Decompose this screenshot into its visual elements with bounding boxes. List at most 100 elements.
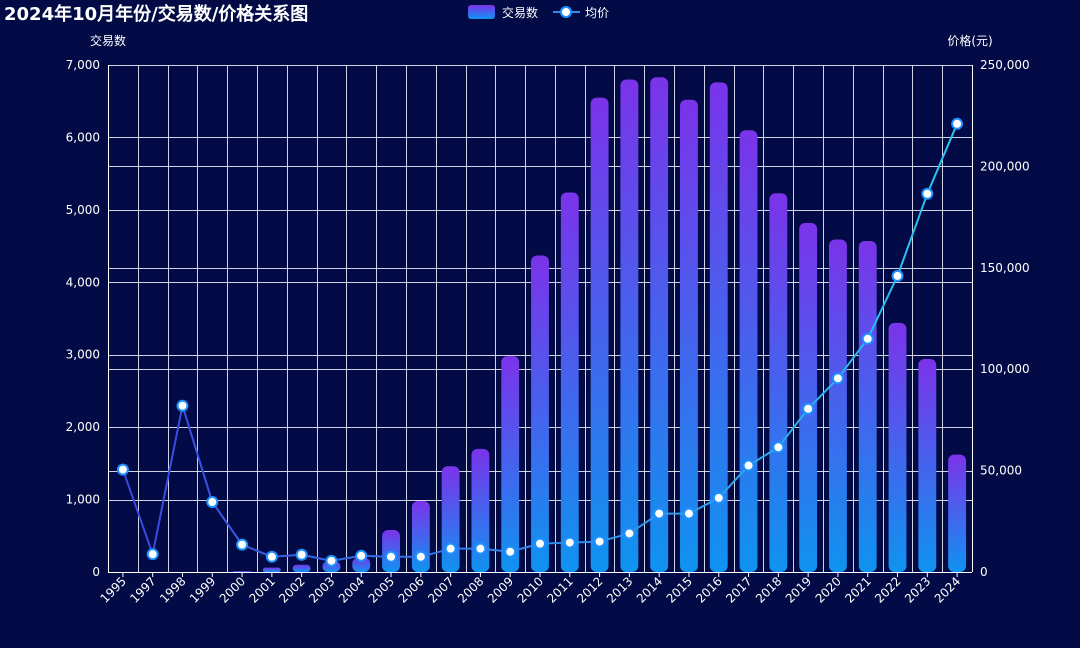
x-tick-label: 2008: [455, 574, 486, 605]
bar-2019[interactable]: [799, 222, 818, 572]
bar-2022[interactable]: [888, 322, 907, 572]
y-left-tick-label: 0: [92, 565, 100, 579]
legend-item-bars[interactable]: 交易数: [468, 5, 538, 20]
chart-title: 2024年10月年份/交易数/价格关系图: [4, 3, 308, 25]
y-left-tick-label: 5,000: [66, 203, 100, 217]
bar-2023[interactable]: [918, 359, 937, 572]
x-tick-label: 2010: [515, 574, 546, 605]
legend-item-line[interactable]: 均价: [553, 6, 609, 20]
y-left-tick-label: 2,000: [66, 420, 100, 434]
point-2005[interactable]: [385, 550, 398, 563]
bar-2008[interactable]: [471, 448, 490, 572]
line-series: [116, 117, 964, 567]
x-tick-label: 2016: [693, 574, 724, 605]
bar-2002[interactable]: [292, 564, 311, 572]
point-2012[interactable]: [593, 535, 606, 548]
point-2013[interactable]: [623, 527, 636, 540]
point-2018[interactable]: [772, 441, 785, 454]
point-2001[interactable]: [265, 550, 278, 563]
point-2017[interactable]: [742, 459, 755, 472]
x-tick-label: 2017: [723, 574, 754, 605]
point-2009[interactable]: [504, 545, 517, 558]
x-tick-label: 2007: [425, 574, 456, 605]
bar-2012[interactable]: [590, 97, 609, 572]
point-2022[interactable]: [891, 269, 904, 282]
x-tick-label: 2024: [932, 574, 963, 605]
y-right-tick-label: 150,000: [980, 261, 1030, 275]
point-2003[interactable]: [325, 554, 338, 567]
point-2014[interactable]: [653, 507, 666, 520]
x-tick-label: 2015: [664, 574, 695, 605]
x-tick-label: 2009: [485, 574, 516, 605]
point-2000[interactable]: [236, 538, 249, 551]
bar-2004[interactable]: [352, 557, 371, 572]
point-2023[interactable]: [921, 187, 934, 200]
x-tick-label: 1995: [98, 574, 129, 605]
point-2024[interactable]: [951, 117, 964, 130]
x-tick-label: 2003: [306, 574, 337, 605]
point-2006[interactable]: [414, 550, 427, 563]
bar-2016[interactable]: [709, 82, 728, 572]
bar-2001[interactable]: [262, 567, 281, 572]
bar-2021[interactable]: [858, 241, 877, 572]
y-left-tick-label: 7,000: [66, 58, 100, 72]
x-tick-label: 1999: [187, 574, 218, 605]
bar-2015[interactable]: [680, 99, 698, 573]
y-left-tick-label: 6,000: [66, 130, 100, 144]
bar-2024[interactable]: [948, 454, 967, 572]
point-2002[interactable]: [295, 548, 308, 561]
x-tick-label: 2012: [574, 574, 605, 605]
y-right-tick-label: 50,000: [980, 464, 1022, 478]
bar-2007[interactable]: [441, 466, 460, 572]
x-tick-label: 2000: [217, 574, 248, 605]
point-2016[interactable]: [712, 491, 725, 504]
point-2020[interactable]: [831, 372, 844, 385]
x-tick-label: 2001: [246, 574, 277, 605]
point-2004[interactable]: [355, 549, 368, 562]
point-1997[interactable]: [146, 548, 159, 561]
x-tick-label: 2004: [336, 574, 367, 605]
point-1995[interactable]: [116, 463, 129, 476]
point-2019[interactable]: [802, 402, 815, 415]
x-tick-label: 2018: [753, 574, 784, 605]
y-left-axis-title: 交易数: [90, 33, 126, 48]
legend-bar-label: 交易数: [502, 5, 538, 20]
point-2021[interactable]: [861, 332, 874, 345]
point-1998[interactable]: [176, 399, 189, 412]
x-tick-label: 2023: [902, 574, 933, 605]
bar-2017[interactable]: [739, 130, 758, 572]
y-right-tick-label: 0: [980, 565, 988, 579]
point-2010[interactable]: [534, 537, 546, 550]
point-2011[interactable]: [563, 536, 576, 549]
legend-bar-swatch: [468, 5, 495, 19]
bar-2020[interactable]: [828, 239, 847, 573]
x-tick-label: 2019: [783, 574, 814, 605]
point-2007[interactable]: [444, 542, 457, 555]
bar-2010[interactable]: [531, 255, 549, 573]
x-tick-label: 1998: [157, 574, 188, 605]
point-1999[interactable]: [206, 496, 219, 509]
bar-series: [233, 77, 967, 573]
bar-2000[interactable]: [233, 571, 252, 572]
y-left-tick-label: 1,000: [66, 493, 100, 507]
x-tick-label: 2022: [872, 574, 903, 605]
bar-2018[interactable]: [769, 193, 788, 572]
y-right-tick-label: 100,000: [980, 362, 1030, 376]
x-tick-label: 2002: [276, 574, 307, 605]
point-2008[interactable]: [474, 542, 487, 555]
point-2015[interactable]: [682, 507, 695, 520]
x-tick-label: 2011: [544, 574, 575, 605]
x-tick-label: 2021: [842, 574, 873, 605]
legend-line-marker: [560, 6, 572, 18]
y-left-tick-label: 3,000: [66, 348, 100, 362]
x-tick-label: 2005: [366, 574, 397, 605]
x-tick-label: 2006: [395, 574, 426, 605]
bar-2009[interactable]: [501, 356, 520, 572]
legend-line-label: 均价: [585, 6, 609, 20]
bar-2011[interactable]: [560, 192, 579, 572]
x-tick-label: 2020: [813, 574, 844, 605]
bar-2013[interactable]: [620, 79, 639, 573]
bar-2014[interactable]: [650, 77, 669, 572]
